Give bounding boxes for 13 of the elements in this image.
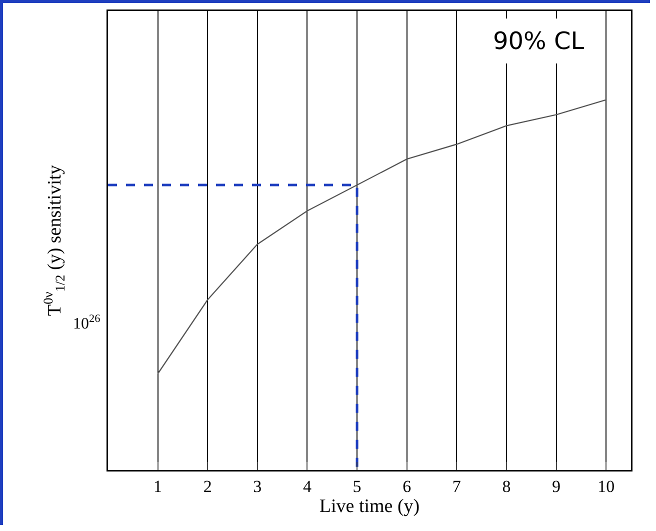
x-tick-label: 4 xyxy=(302,476,312,496)
x-tick-label: 8 xyxy=(502,476,511,496)
x-tick-label: 10 xyxy=(598,476,615,496)
text: 10$^{26}$ xyxy=(73,313,101,333)
x-axis-title: Live time (y) xyxy=(319,496,420,517)
text: 90% CL xyxy=(493,27,585,55)
x-tick-label: 7 xyxy=(452,476,462,496)
x-tick-label: 9 xyxy=(552,476,561,496)
x-tick-label: 5 xyxy=(352,476,362,496)
x-tick-label: 2 xyxy=(203,476,212,496)
x-tick-label: 6 xyxy=(402,476,412,496)
x-tick-label: 1 xyxy=(154,476,162,496)
x-tick-label: 3 xyxy=(253,476,262,496)
